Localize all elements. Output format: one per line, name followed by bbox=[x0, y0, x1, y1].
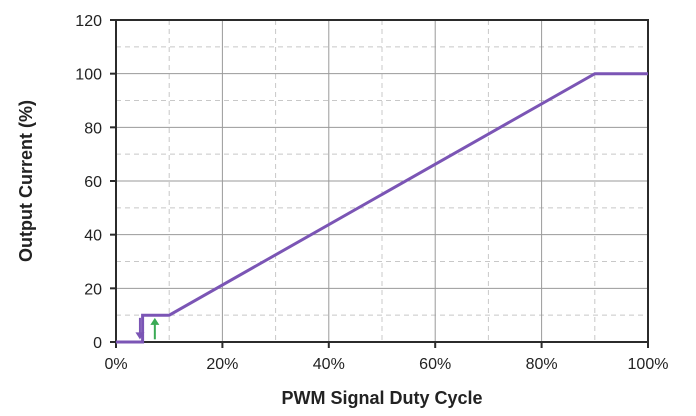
y-tick-label: 80 bbox=[84, 120, 102, 137]
x-tick-label: 100% bbox=[628, 356, 669, 373]
y-tick-label: 40 bbox=[84, 228, 102, 245]
x-tick-label: 80% bbox=[526, 356, 558, 373]
y-axis-title: Output Current (%) bbox=[16, 100, 36, 262]
x-axis-title: PWM Signal Duty Cycle bbox=[281, 388, 482, 408]
grid bbox=[116, 20, 648, 342]
y-tick-label: 20 bbox=[84, 281, 102, 298]
output-current-line bbox=[116, 72, 648, 344]
annotation-layer bbox=[135, 317, 160, 340]
y-tick-label: 120 bbox=[75, 13, 102, 30]
down-arrow-icon bbox=[135, 332, 145, 340]
series-layer bbox=[116, 72, 648, 344]
x-tick-label: 20% bbox=[206, 356, 238, 373]
axis-ticks: 0% 20% 40% 60% 80% 100% 0 20 40 60 80 100 120 bbox=[75, 13, 668, 373]
x-tick-label: 0% bbox=[104, 356, 127, 373]
x-tick-label: 60% bbox=[419, 356, 451, 373]
y-tick-label: 100 bbox=[75, 67, 102, 84]
y-tick-label: 60 bbox=[84, 174, 102, 191]
y-tick-label: 0 bbox=[93, 335, 102, 352]
up-arrow-icon bbox=[150, 317, 160, 325]
x-tick-label: 40% bbox=[313, 356, 345, 373]
